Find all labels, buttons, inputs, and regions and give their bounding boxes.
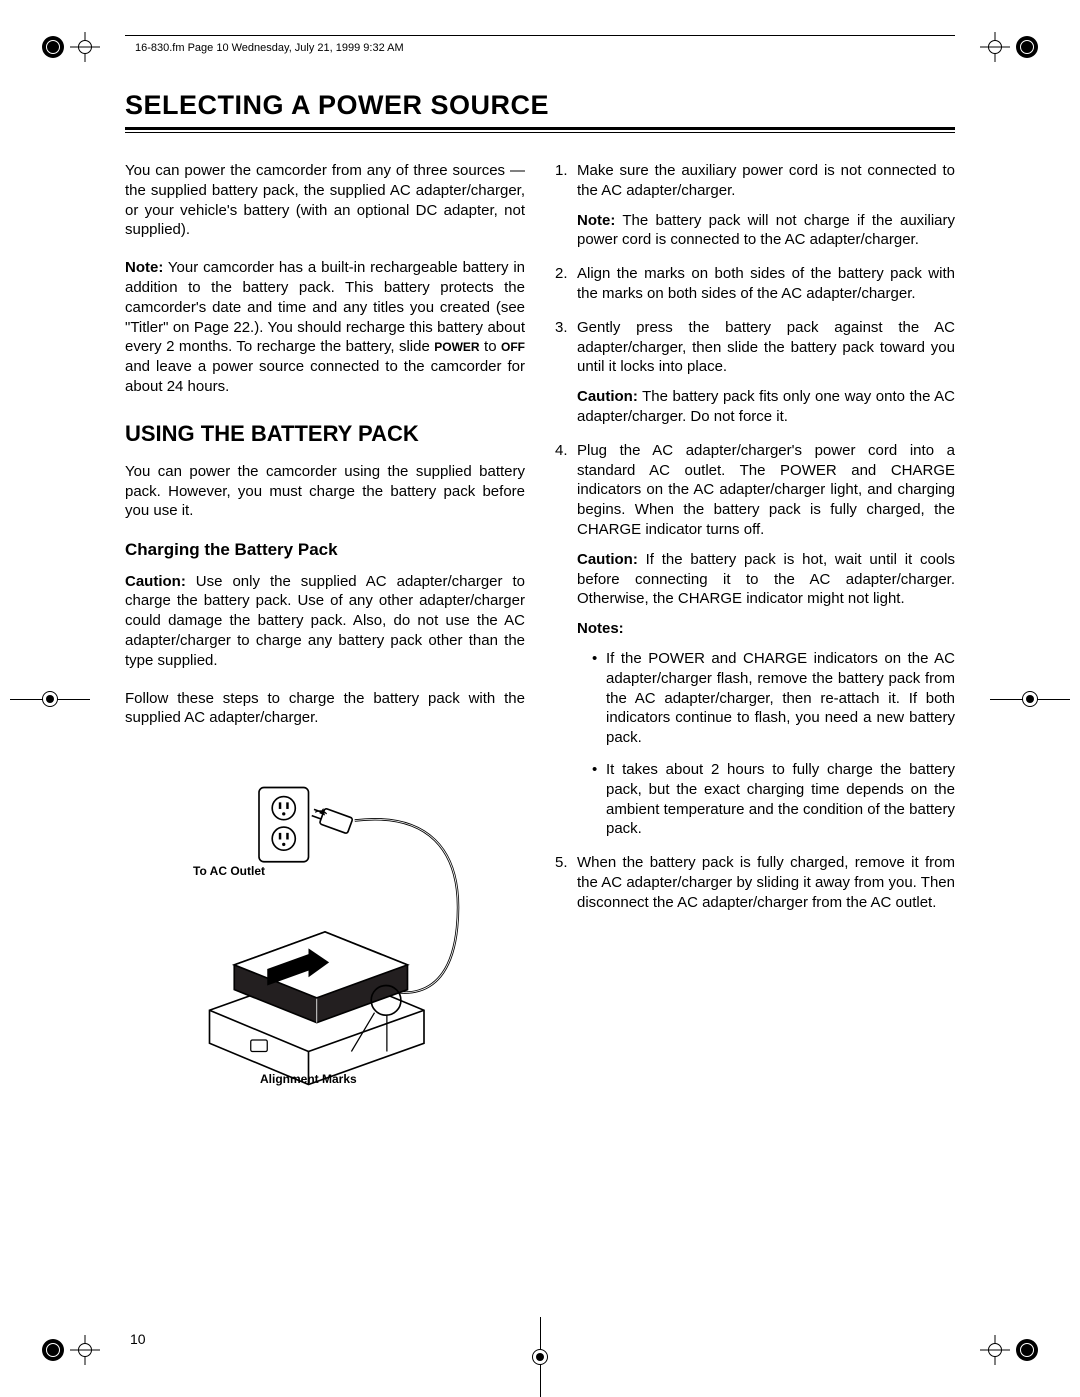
header-rule: [125, 35, 955, 36]
step-1: Make sure the auxiliary power cord is no…: [555, 161, 955, 250]
running-header: 16-830.fm Page 10 Wednesday, July 21, 19…: [135, 42, 404, 54]
crop-mark-tr: [980, 32, 1038, 62]
step-3: Gently press the battery pack against th…: [555, 318, 955, 427]
steps-list: Make sure the auxiliary power cord is no…: [555, 161, 955, 913]
step1-note-label: Note:: [577, 212, 615, 229]
h2-body: You can power the camcorder using the su…: [125, 462, 525, 521]
caution-label: Caution:: [125, 573, 186, 590]
left-column: You can power the camcorder from any of …: [125, 161, 525, 1126]
charger-svg: [160, 746, 490, 1126]
crop-mark-bl: [42, 1335, 100, 1365]
crop-edge-right: [1010, 679, 1050, 719]
crop-edge-left: [30, 679, 70, 719]
step-4: Plug the AC adapter/charger's power cord…: [555, 441, 955, 839]
step-2: Align the marks on both sides of the bat…: [555, 264, 955, 304]
step4-caution: Caution: If the battery pack is hot, wai…: [577, 550, 955, 609]
bullet-2: It takes about 2 hours to fully charge t…: [592, 760, 955, 839]
h2-using-battery: USING THE BATTERY PACK: [125, 419, 525, 448]
step5-text: When the battery pack is fully charged, …: [577, 854, 955, 911]
crop-mark-tl: [42, 32, 100, 62]
page-content: SELECTING A POWER SOURCE You can power t…: [125, 90, 955, 1126]
title-rule: [125, 127, 955, 133]
figure-label-marks: Alignment Marks: [260, 1072, 357, 1088]
step1-text: Make sure the auxiliary power cord is no…: [577, 162, 955, 199]
step3-text: Gently press the battery pack against th…: [577, 319, 955, 376]
caution-paragraph: Caution: Use only the supplied AC adapte…: [125, 572, 525, 671]
h3-charging: Charging the Battery Pack: [125, 539, 525, 561]
step-5: When the battery pack is fully charged, …: [555, 853, 955, 912]
figure-label-outlet: To AC Outlet: [193, 864, 265, 880]
note-to: to: [480, 338, 501, 355]
notes-label: Notes:: [577, 619, 955, 639]
note-power: POWER: [434, 340, 479, 354]
notes-list: If the POWER and CHARGE indicators on th…: [577, 649, 955, 839]
charger-figure: To AC Outlet Alignment Marks: [125, 746, 525, 1126]
right-column: Make sure the auxiliary power cord is no…: [555, 161, 955, 1126]
bullet-1: If the POWER and CHARGE indicators on th…: [592, 649, 955, 748]
page-number: 10: [130, 1331, 146, 1347]
step4-text: Plug the AC adapter/charger's power cord…: [577, 442, 955, 538]
crop-edge-bottom: [520, 1337, 560, 1377]
step3-caution: Caution: The battery pack fits only one …: [577, 387, 955, 427]
step1-note: Note: The battery pack will not charge i…: [577, 211, 955, 251]
text-columns: You can power the camcorder from any of …: [125, 161, 955, 1126]
follow-paragraph: Follow these steps to charge the battery…: [125, 689, 525, 729]
step4-caution-label: Caution:: [577, 551, 638, 568]
step1-note-body: The battery pack will not charge if the …: [577, 212, 955, 249]
step2-text: Align the marks on both sides of the bat…: [577, 265, 955, 302]
crop-mark-br: [980, 1335, 1038, 1365]
step3-caution-label: Caution:: [577, 388, 638, 405]
note-off: OFF: [501, 340, 525, 354]
intro-paragraph: You can power the camcorder from any of …: [125, 161, 525, 240]
note-body-b: and leave a power source connected to th…: [125, 358, 525, 395]
caution-body: Use only the supplied AC adapter/charger…: [125, 573, 525, 669]
note-label: Note:: [125, 259, 163, 276]
note-paragraph: Note: Your camcorder has a built-in rech…: [125, 258, 525, 397]
page-title: SELECTING A POWER SOURCE: [125, 90, 955, 121]
